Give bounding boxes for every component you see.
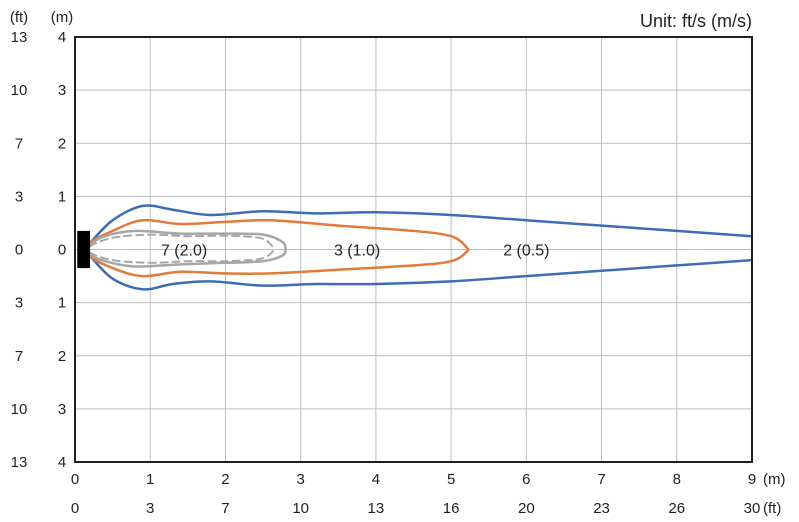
series-3-label: 7 (2.0) <box>161 243 207 260</box>
y-tick-label-ft: 3 <box>15 188 23 205</box>
y-tick-label-ft: 13 <box>11 454 28 471</box>
y-tick-label-ft: 10 <box>11 82 28 99</box>
x-tick-label-m: 6 <box>522 471 530 488</box>
x-tick-label-ft: 13 <box>368 500 385 517</box>
series-3-outline <box>86 229 287 268</box>
y-tick-label-m: 1 <box>58 188 66 205</box>
y-tick-label-m: 4 <box>58 454 66 471</box>
y-tick-label-ft: 3 <box>15 295 23 312</box>
y-tick-label-m: 4 <box>58 29 66 46</box>
y-axis-unit-ft: (ft) <box>10 9 28 26</box>
series-1-label: 2 (0.5) <box>503 243 549 260</box>
x-tick-label-m: 8 <box>673 471 681 488</box>
x-tick-label-ft: 3 <box>146 500 154 517</box>
y-tick-label-ft: 10 <box>11 401 28 418</box>
series-2-label: 3 (1.0) <box>334 243 380 260</box>
y-tick-label-m: 1 <box>58 295 66 312</box>
y-tick-label-ft: 7 <box>15 348 23 365</box>
x-tick-label-ft: 20 <box>518 500 535 517</box>
y-tick-label-m: 3 <box>58 401 66 418</box>
y-tick-label-m: 2 <box>58 348 66 365</box>
x-tick-label-m: 2 <box>221 471 229 488</box>
y-axis-unit-m: (m) <box>51 9 74 26</box>
series-1-lower-edge <box>88 254 754 291</box>
x-tick-label-ft: 0 <box>71 500 79 517</box>
x-tick-label-m: 3 <box>296 471 304 488</box>
nozzle-block <box>77 230 91 269</box>
series-layer <box>77 204 754 291</box>
x-tick-label-ft: 23 <box>593 500 610 517</box>
chart-title: Unit: ft/s (m/s) <box>640 11 752 31</box>
x-tick-label-ft: 7 <box>221 500 229 517</box>
x-tick-label-m: 1 <box>146 471 154 488</box>
y-tick-label-m: 2 <box>58 135 66 152</box>
x-tick-label-m: 9 <box>748 471 756 488</box>
x-tick-label-m: 4 <box>372 471 380 488</box>
x-tick-label-ft: 26 <box>668 500 685 517</box>
y-tick-label-m: 3 <box>58 82 66 99</box>
grid-layer <box>75 37 752 462</box>
plot-frame <box>74 36 753 463</box>
y-tick-label-ft: 7 <box>15 135 23 152</box>
x-tick-label-m: 0 <box>71 471 79 488</box>
series-4-outline <box>86 233 274 264</box>
series-1-upper-edge <box>88 204 754 245</box>
series-2-outline <box>85 218 470 278</box>
x-tick-label-m: 7 <box>597 471 605 488</box>
x-axis-unit-m: (m) <box>763 471 786 488</box>
label-layer: 0013273104135166207238269304133102713001… <box>11 29 761 517</box>
y-tick-label-m: 0 <box>58 242 66 259</box>
x-tick-label-ft: 10 <box>292 500 309 517</box>
y-tick-label-ft: 0 <box>15 242 23 259</box>
x-axis-unit-ft: (ft) <box>763 500 781 517</box>
x-tick-label-ft: 30 <box>744 500 761 517</box>
x-tick-label-m: 5 <box>447 471 455 488</box>
y-tick-label-ft: 13 <box>11 29 28 46</box>
x-tick-label-ft: 16 <box>443 500 460 517</box>
